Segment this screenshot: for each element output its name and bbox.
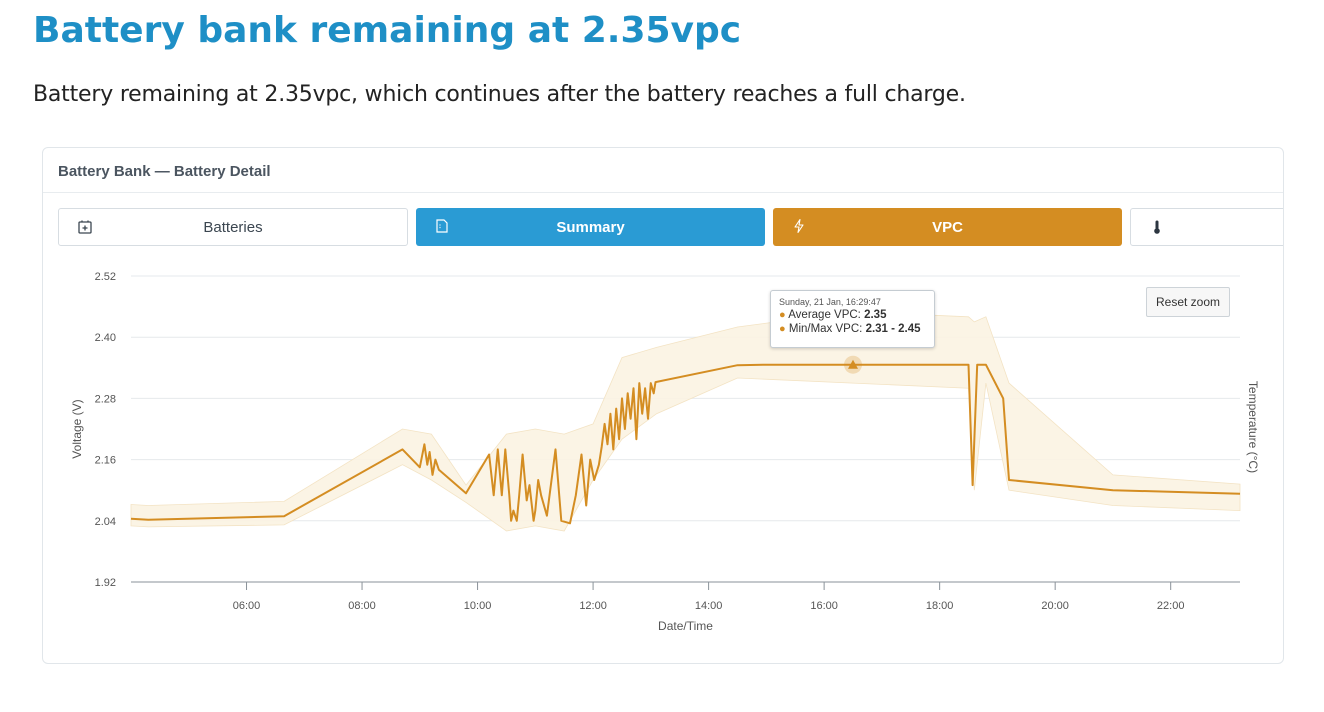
- tooltip-date: Sunday, 21 Jan, 16:29:47: [779, 297, 881, 307]
- highlight-point-marker: [848, 359, 859, 369]
- y-tick-label: 2.04: [95, 516, 116, 528]
- battery-detail-panel: Battery Bank — Battery Detail Batteries …: [42, 147, 1284, 664]
- panel-header: Battery Bank — Battery Detail: [43, 148, 1283, 193]
- average-vpc-line: [130, 363, 1241, 525]
- x-tick-label: 22:00: [1157, 600, 1185, 612]
- min-max-range-band: [130, 311, 1241, 532]
- x-axis-title: Date/Time: [658, 619, 713, 633]
- tab-batteries-label: Batteries: [203, 218, 263, 236]
- y-tick-label: 1.92: [95, 577, 116, 589]
- y-tick-label: 2.52: [95, 271, 116, 283]
- page-title: Battery bank remaining at 2.35vpc: [33, 10, 742, 51]
- x-tick-label: 20:00: [1041, 600, 1069, 612]
- vpc-chart[interactable]: 2.52 2.40 2.28 2.16 2.04 1.92 06:00 08:00 10:00 1…: [43, 148, 1283, 663]
- x-tick-label: 10:00: [464, 600, 492, 612]
- panel-title: Battery Bank — Battery Detail: [58, 163, 271, 180]
- tab-vpc[interactable]: VPC: [773, 208, 1122, 246]
- tab-vpc-label: VPC: [932, 218, 963, 236]
- y-tick-label: 2.16: [95, 455, 116, 467]
- y-axis-title: Voltage (V): [70, 399, 84, 458]
- tooltip-average-label: Average VPC:: [788, 309, 861, 321]
- tooltip-minmax-row: ● Min/Max VPC: 2.31 - 2.45: [779, 322, 926, 336]
- tab-summary[interactable]: Summary: [416, 208, 765, 246]
- y-tick-label: 2.28: [95, 393, 116, 405]
- y-tick-label: 2.40: [95, 332, 116, 344]
- tab-temperature[interactable]: [1130, 208, 1283, 246]
- page-description: Battery remaining at 2.35vpc, which cont…: [33, 82, 966, 107]
- x-tick-label: 16:00: [810, 600, 838, 612]
- document-icon: [436, 219, 448, 233]
- tab-batteries[interactable]: Batteries: [58, 208, 408, 246]
- reset-zoom-button[interactable]: Reset zoom: [1146, 287, 1230, 317]
- x-tick-label: 06:00: [233, 600, 261, 612]
- chart-tooltip: Sunday, 21 Jan, 16:29:47 ● Average VPC: …: [770, 290, 935, 348]
- thermometer-icon: [1154, 220, 1160, 234]
- tooltip-average-row: ● Average VPC: 2.35: [779, 308, 926, 322]
- series-marker-icon: ●: [779, 309, 786, 321]
- lightning-icon: [794, 218, 804, 234]
- y2-axis-title: Temperature (°C): [1246, 381, 1260, 473]
- tab-summary-label: Summary: [556, 218, 625, 236]
- tooltip-minmax-value: 2.31 - 2.45: [865, 323, 921, 335]
- tooltip-average-value: 2.35: [864, 309, 887, 321]
- x-tick-label: 14:00: [695, 600, 723, 612]
- x-tick-label: 12:00: [579, 600, 607, 612]
- x-tick-label: 08:00: [348, 600, 376, 612]
- tooltip-minmax-label: Min/Max VPC:: [788, 323, 863, 335]
- battery-add-icon: [78, 220, 92, 234]
- series-marker-icon: ●: [779, 323, 786, 335]
- x-tick-label: 18:00: [926, 600, 954, 612]
